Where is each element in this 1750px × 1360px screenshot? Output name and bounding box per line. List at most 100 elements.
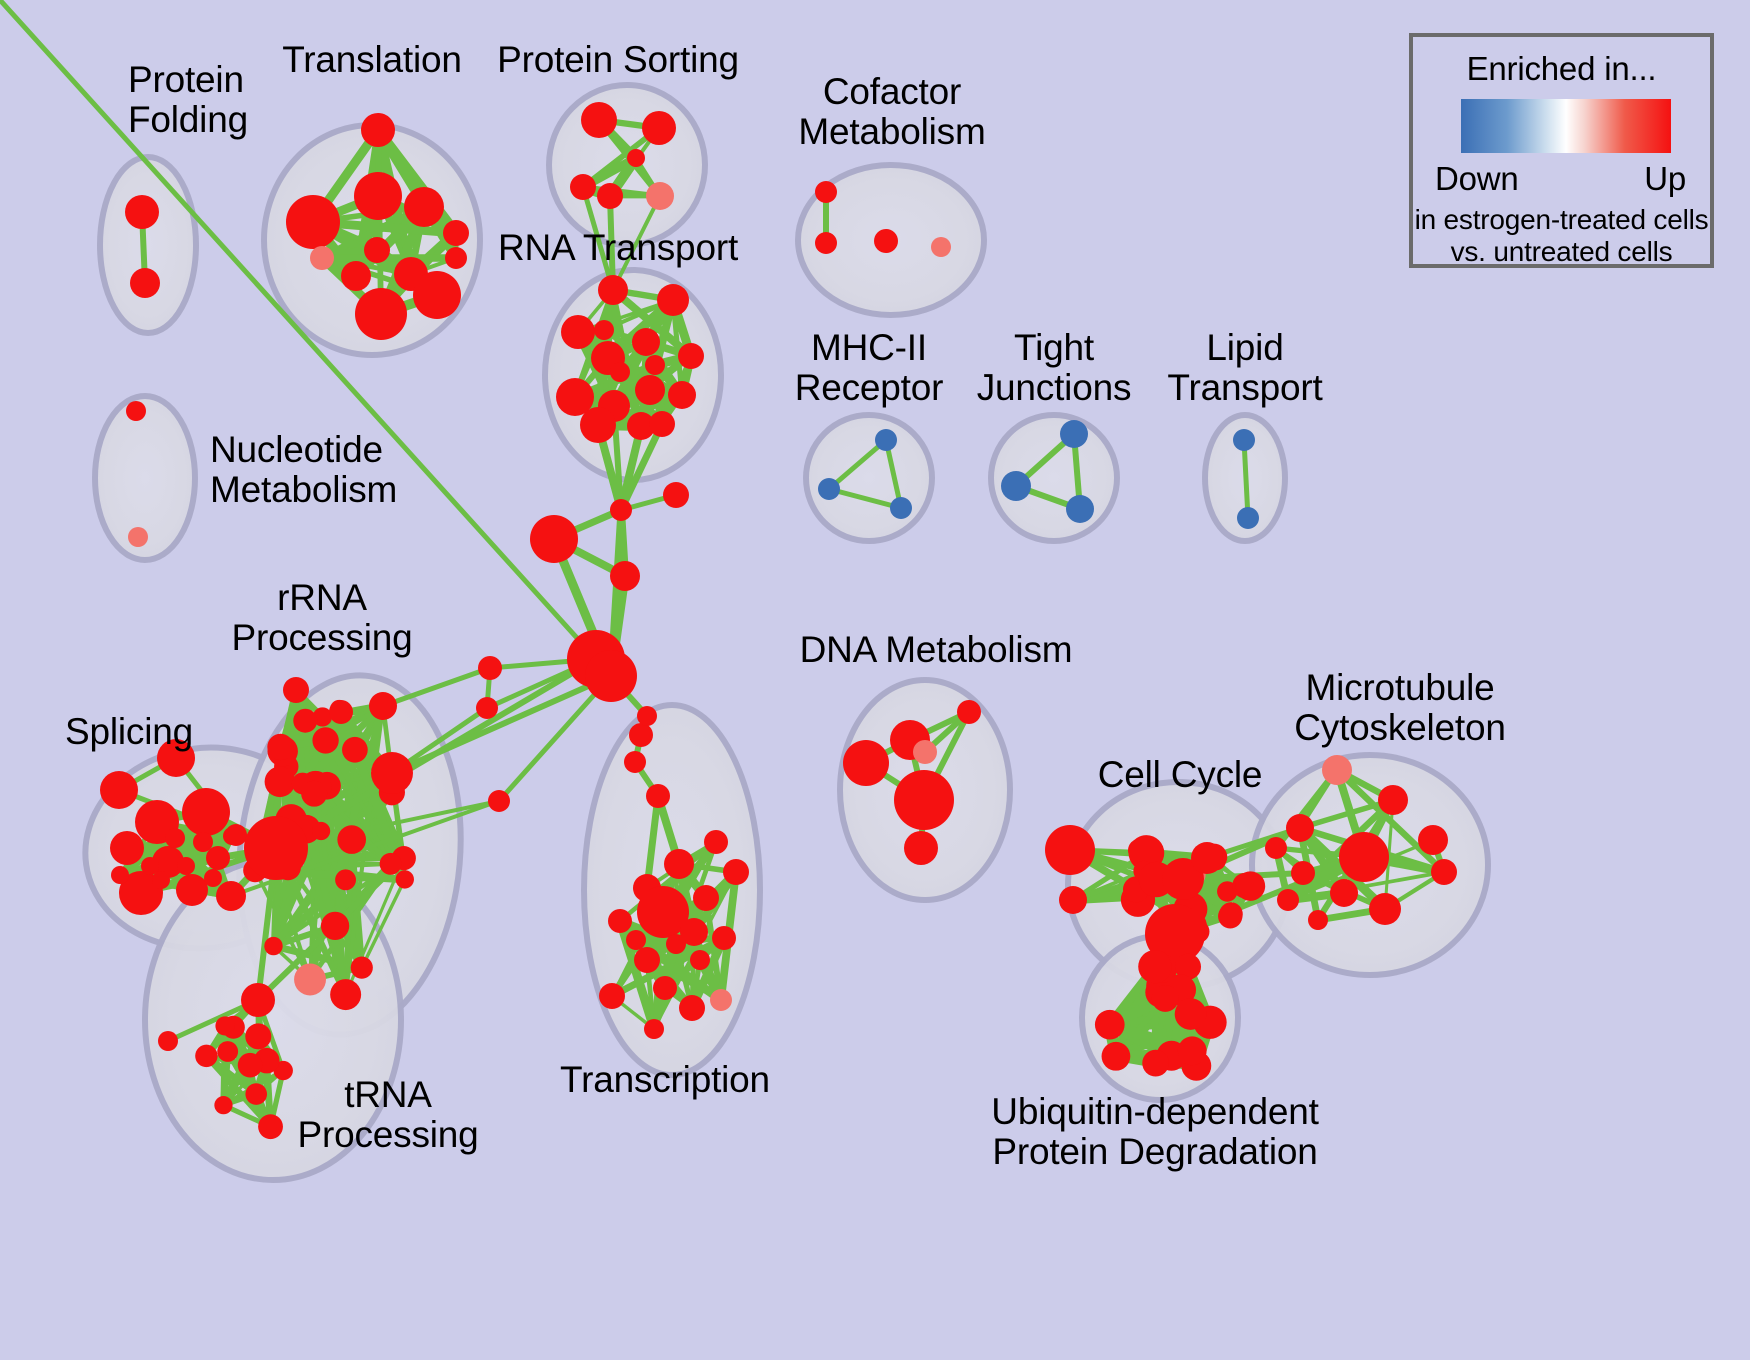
- legend-high-label: Up: [1644, 160, 1686, 197]
- network-node-up: [1265, 837, 1287, 859]
- network-node-up: [335, 869, 357, 891]
- network-edge: [601, 327, 658, 368]
- network-node-up: [342, 736, 368, 763]
- network-node-up: [245, 1023, 272, 1050]
- network-node-up: [225, 824, 247, 846]
- network-node-up: [244, 816, 308, 880]
- network-node-up: [556, 378, 594, 416]
- network-node-up: [1308, 910, 1328, 930]
- network-node-up: [443, 220, 469, 246]
- network-node-up: [666, 934, 686, 954]
- network-node-up: [1277, 889, 1299, 911]
- network-node-up: [1145, 904, 1205, 964]
- network-edge: [615, 916, 659, 1034]
- network-node-up: [1045, 825, 1095, 875]
- network-node-up: [320, 911, 350, 941]
- network-edge: [0, 0, 599, 662]
- network-node-up: [598, 275, 628, 305]
- network-node-down: [1237, 507, 1259, 529]
- network-node-down: [1001, 471, 1031, 501]
- network-node-up: [293, 708, 318, 733]
- network-node-up: [301, 780, 328, 807]
- network-node-up: [663, 482, 689, 508]
- network-node-up: [594, 320, 614, 340]
- network-edge: [380, 665, 493, 709]
- network-edge: [389, 673, 614, 776]
- network-node-up: [664, 849, 694, 879]
- network-node-up: [815, 232, 837, 254]
- network-node-up: [913, 740, 937, 764]
- cluster-hull-protein-folding: [97, 154, 199, 336]
- network-node-up: [1286, 814, 1314, 842]
- network-nodes: [100, 102, 1457, 1140]
- network-node-up: [704, 830, 728, 854]
- network-node-up: [610, 561, 640, 591]
- network-edge: [607, 193, 616, 293]
- network-node-up: [152, 871, 170, 889]
- network-node-up: [241, 983, 275, 1017]
- network-node-up: [125, 195, 159, 229]
- network-node-up: [580, 407, 616, 443]
- network-node-up: [217, 1041, 239, 1062]
- network-node-up: [632, 328, 660, 356]
- network-node-up: [141, 857, 159, 875]
- network-node-up: [626, 930, 646, 950]
- network-node-up: [690, 950, 710, 970]
- network-node-up: [843, 740, 889, 786]
- network-node-up: [627, 149, 645, 167]
- network-node-up: [608, 909, 632, 933]
- network-node-up: [693, 885, 719, 911]
- network-node-up: [678, 343, 704, 369]
- network-node-up: [646, 182, 674, 210]
- network-node-up: [195, 1044, 218, 1068]
- network-node-up: [341, 261, 371, 291]
- network-node-up: [216, 881, 246, 911]
- network-node-up: [581, 102, 617, 138]
- network-node-up: [330, 979, 362, 1011]
- network-node-up: [874, 229, 898, 253]
- network-node-up: [119, 871, 163, 915]
- network-node-up: [1330, 879, 1358, 907]
- cluster-hulls: [82, 82, 1491, 1183]
- network-node-up: [404, 187, 444, 227]
- network-node-up: [100, 771, 138, 809]
- legend-low-label: Down: [1435, 160, 1519, 197]
- network-node-up: [1339, 832, 1389, 882]
- network-node-up: [1162, 858, 1204, 900]
- network-node-up: [128, 527, 148, 547]
- legend-color-gradient-bar: [1461, 99, 1671, 153]
- network-node-up: [1322, 755, 1352, 785]
- network-node-up: [561, 315, 595, 349]
- network-node-up: [710, 989, 732, 1011]
- network-node-up: [635, 375, 665, 405]
- network-node-up: [585, 650, 637, 702]
- network-node-up: [637, 886, 689, 938]
- network-node-up: [379, 852, 402, 875]
- network-node-up: [264, 936, 283, 956]
- network-node-up: [649, 411, 675, 437]
- network-node-down: [890, 497, 912, 519]
- network-node-up: [176, 874, 208, 906]
- network-edge: [617, 839, 719, 924]
- legend-caption-line-1: in estrogen-treated cells: [1414, 204, 1709, 235]
- network-node-up: [957, 700, 981, 724]
- network-node-up: [206, 846, 230, 870]
- network-node-up: [361, 113, 395, 147]
- network-edge: [496, 673, 614, 804]
- network-node-up: [931, 237, 951, 257]
- network-edge: [826, 486, 904, 511]
- network-node-up: [215, 1016, 235, 1036]
- network-node-up: [723, 859, 749, 885]
- network-node-up: [245, 1083, 268, 1105]
- network-node-up: [1151, 985, 1179, 1012]
- network-node-up: [193, 832, 213, 852]
- network-node-up: [599, 983, 625, 1009]
- network-node-up: [476, 697, 498, 719]
- network-edge: [292, 686, 307, 788]
- legend-title: Enriched in...: [1466, 50, 1657, 87]
- network-node-up: [126, 401, 146, 421]
- network-node-up: [214, 1096, 233, 1115]
- network-node-up: [312, 727, 339, 754]
